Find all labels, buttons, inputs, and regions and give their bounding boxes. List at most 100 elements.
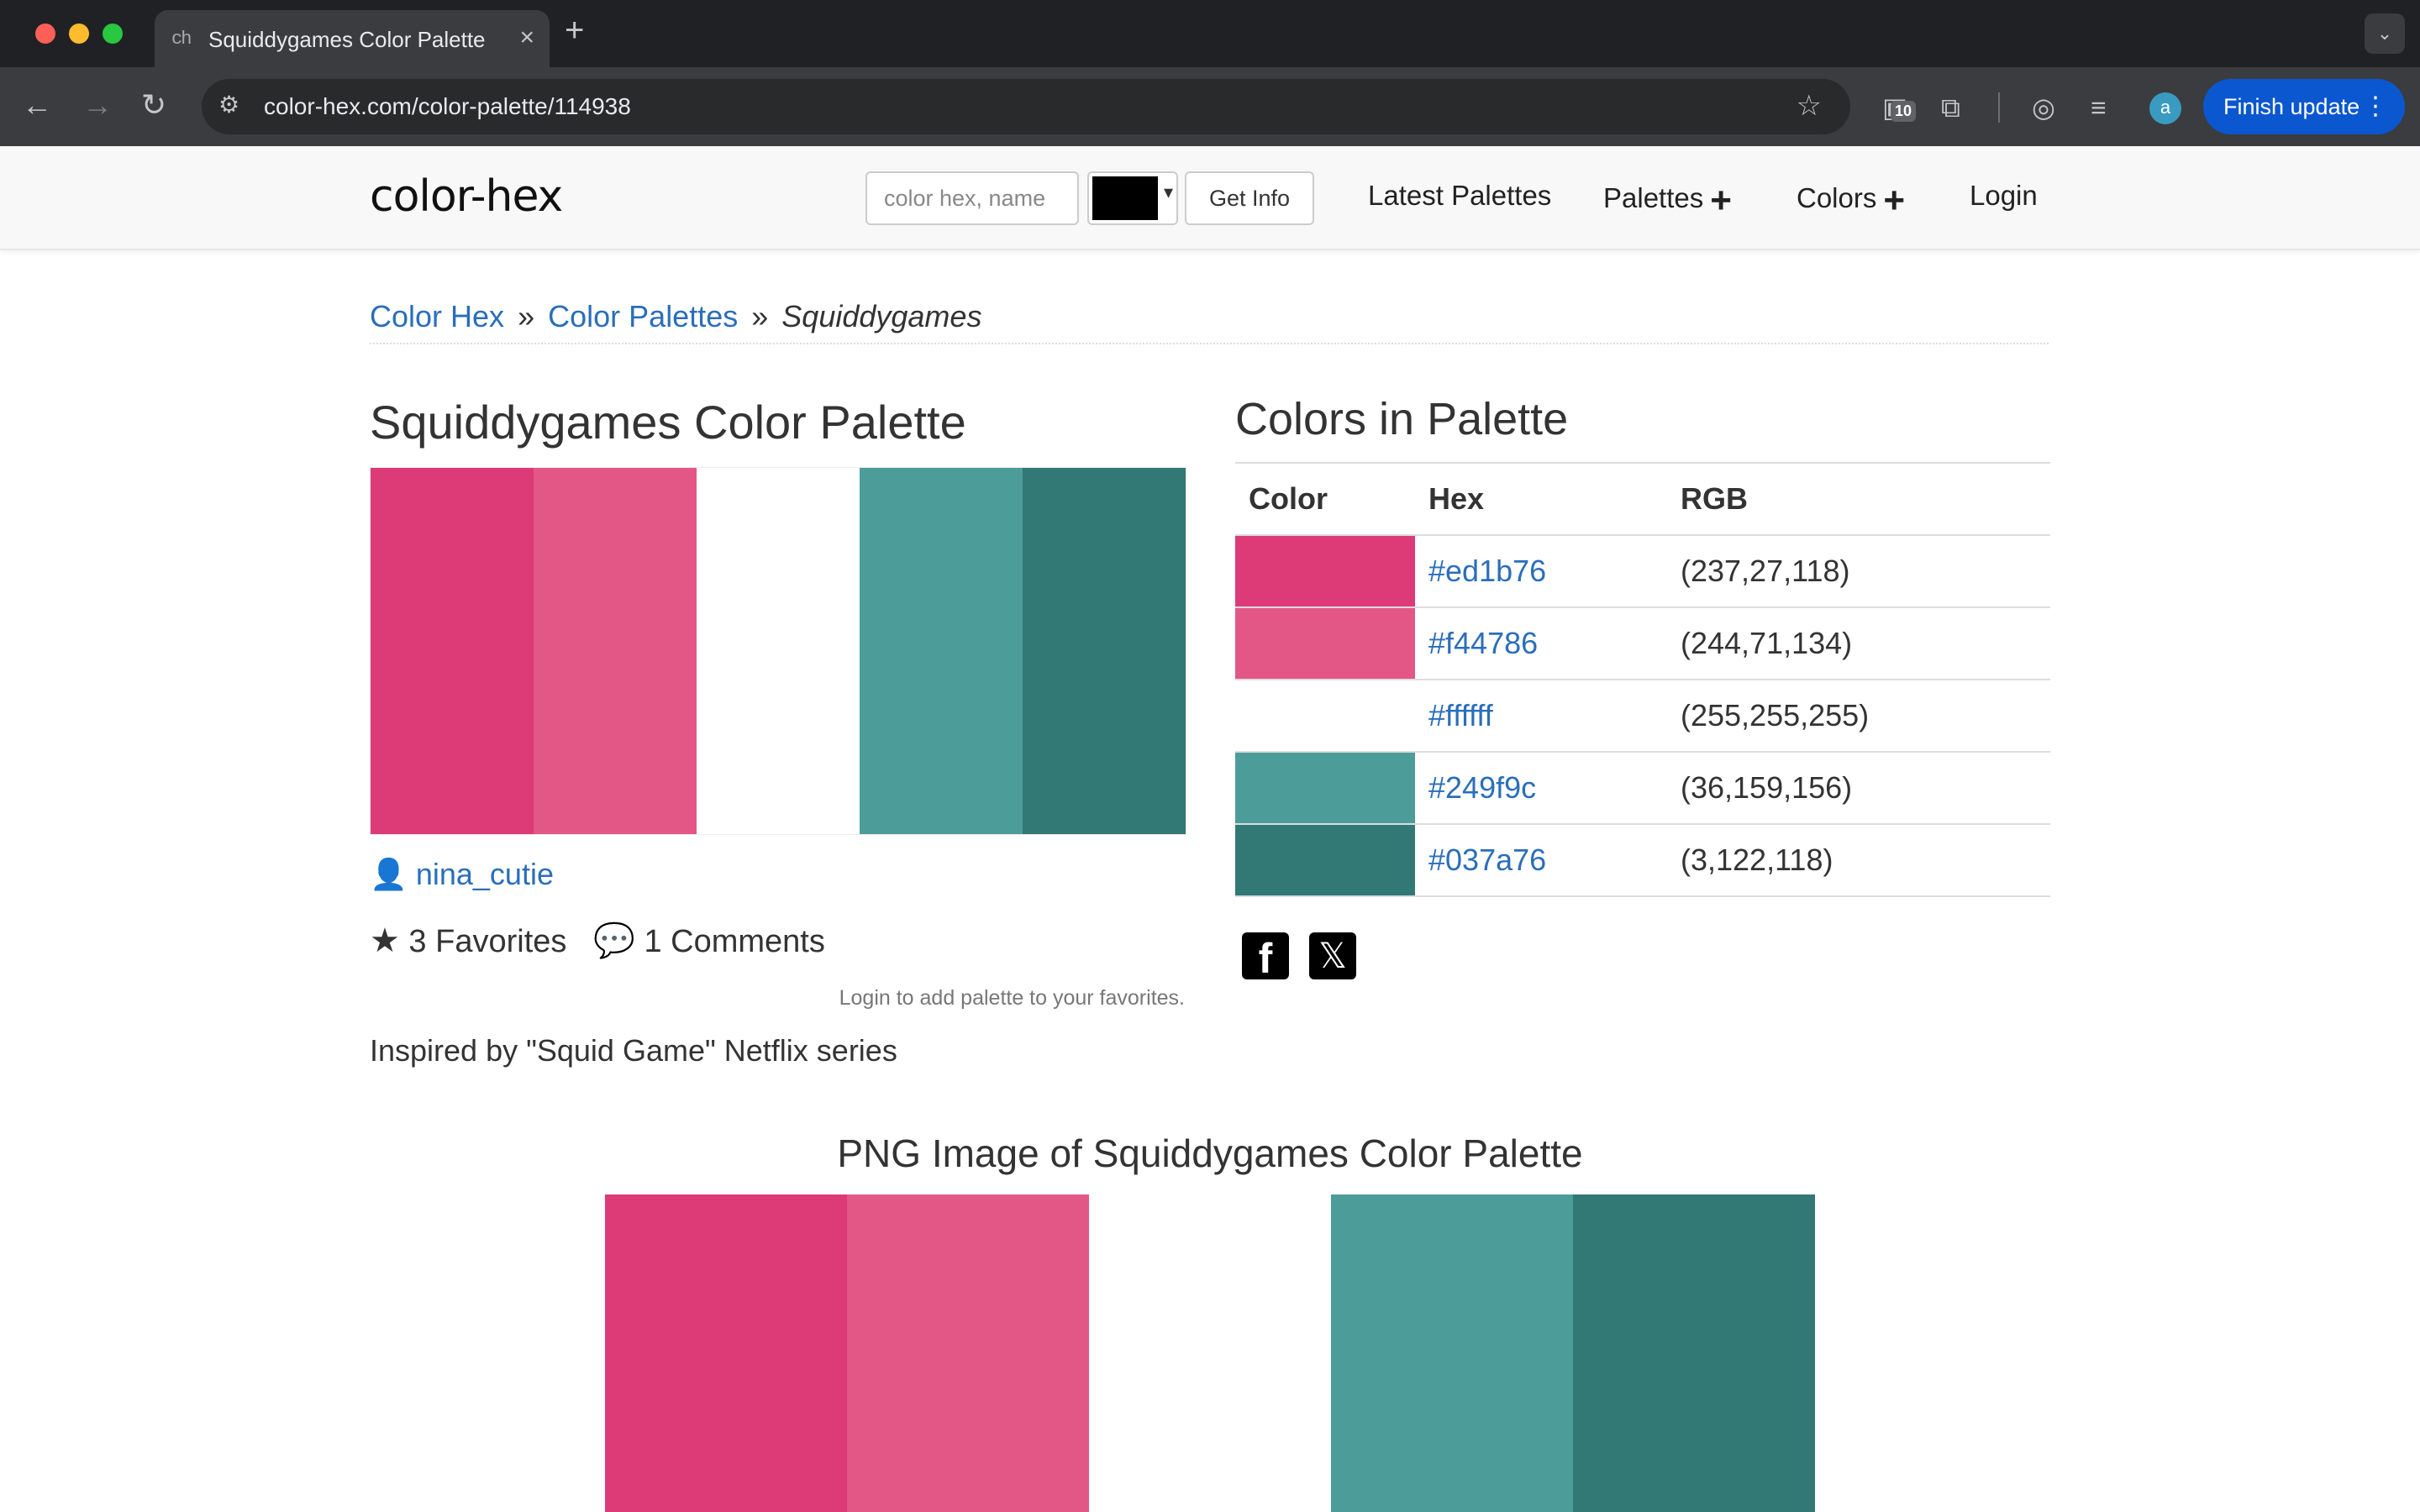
breadcrumb-home[interactable]: Color Hex (370, 299, 505, 333)
table-row: #ed1b76 (237,27,118) (1235, 535, 2050, 608)
back-arrow-icon[interactable]: ← (22, 87, 52, 122)
table-row: #249f9c (36,159,156) (1235, 752, 2050, 825)
column-header-hex: Hex (1415, 462, 1667, 536)
png-image-heading: PNG Image of Squiddygames Color Palette (837, 1131, 1583, 1175)
tab-list-icon[interactable]: ⌄ (2365, 13, 2405, 54)
browser-tab[interactable]: ch Squiddygames Color Palette × (155, 10, 550, 67)
color-swatch-cell (1235, 824, 1415, 897)
finish-update-label: Finish update (2223, 94, 2360, 119)
table-row: #037a76 (3,122,118) (1235, 824, 2050, 897)
color-swatch (1235, 680, 1415, 751)
reload-icon[interactable]: ↻ (141, 87, 167, 122)
hex-link[interactable]: #037a76 (1428, 843, 1547, 877)
color-swatch-cell (1235, 535, 1415, 608)
palette-swatch (860, 468, 1023, 834)
star-icon: ★ (370, 922, 400, 959)
site-logo[interactable]: color-hex (370, 171, 563, 222)
color-swatch-cell (1235, 752, 1415, 825)
column-header-rgb: RGB (1667, 462, 2050, 536)
bookmark-star-icon[interactable]: ☆ (1796, 90, 1822, 122)
x-share-icon[interactable]: 𝕏 (1309, 932, 1356, 979)
png-swatch (605, 1194, 847, 1512)
breadcrumb-current: Squiddygames (781, 299, 982, 333)
new-tab-icon[interactable]: + (565, 12, 585, 49)
get-info-button[interactable]: Get Info (1185, 171, 1314, 225)
hex-link[interactable]: #ed1b76 (1428, 554, 1547, 588)
plus-icon: + (1710, 180, 1732, 221)
toolbar-divider (1998, 92, 2000, 123)
palette-swatch (534, 468, 697, 834)
tab-title: Squiddygames Color Palette (208, 27, 486, 52)
rgb-value: (244,71,134) (1667, 607, 2050, 680)
rgb-value: (36,159,156) (1667, 752, 2050, 825)
site-info-icon[interactable]: ⚙ (218, 92, 240, 118)
palette-swatch (371, 468, 534, 834)
palette-stats: ★ 3 Favorites 💬 1 Comments (370, 921, 825, 960)
breadcrumb: Color Hex » Color Palettes » Squiddygame… (370, 299, 2049, 344)
palette-swatch (697, 468, 860, 834)
favicon-icon: ch (171, 29, 192, 50)
user-icon: 👤 (370, 857, 408, 891)
palette-description: Inspired by "Squid Game" Netflix series (370, 1033, 897, 1068)
breadcrumb-palettes[interactable]: Color Palettes (548, 299, 739, 333)
url-text[interactable]: color-hex.com/color-palette/114938 (264, 93, 631, 119)
site-header: color-hex ▾ Get Info Latest Palettes Pal… (0, 146, 2420, 250)
color-search-input[interactable] (865, 171, 1079, 225)
rgb-value: (237,27,118) (1667, 535, 2050, 608)
performance-icon[interactable]: ◎ (2032, 92, 2055, 123)
colors-in-palette-heading: Colors in Palette (1235, 394, 1569, 444)
palette-swatch (1023, 468, 1186, 834)
png-swatch (1331, 1194, 1573, 1512)
rgb-value: (255,255,255) (1667, 680, 2050, 753)
browser-tab-strip: ch Squiddygames Color Palette × + ⌄ (0, 0, 2420, 67)
address-bar[interactable]: ⚙ color-hex.com/color-palette/114938 ☆ (202, 79, 1850, 134)
nav-colors[interactable]: Colors + (1797, 180, 1905, 222)
media-controls-icon[interactable]: ≡ (2091, 92, 2107, 123)
nav-latest-palettes[interactable]: Latest Palettes (1368, 180, 1552, 211)
extension-badge-count: 10 (1891, 101, 1917, 122)
nav-palettes[interactable]: Palettes + (1603, 180, 1732, 222)
breadcrumb-separator: » (751, 299, 769, 333)
png-swatch (1089, 1194, 1331, 1512)
favorites-count: 3 Favorites (408, 924, 567, 959)
dropdown-arrow-icon: ▾ (1163, 181, 1173, 202)
plus-icon: + (1883, 180, 1906, 221)
color-picker[interactable]: ▾ (1087, 171, 1178, 225)
hex-link[interactable]: #f44786 (1428, 626, 1539, 660)
browser-toolbar: ← → ↻ ⚙ color-hex.com/color-palette/1149… (0, 67, 2420, 146)
nav-palettes-label: Palettes (1603, 182, 1704, 213)
color-picker-swatch (1092, 176, 1158, 220)
column-header-color: Color (1235, 462, 1415, 536)
hex-link[interactable]: #ffffff (1428, 698, 1493, 732)
author-name[interactable]: nina_cutie (415, 857, 554, 891)
close-window-button[interactable] (35, 24, 55, 44)
table-row: #ffffff (255,255,255) (1235, 680, 2050, 753)
color-swatch (1235, 608, 1415, 679)
page-title: Squiddygames Color Palette (370, 396, 966, 449)
profile-avatar[interactable]: a (2149, 92, 2181, 124)
png-swatch (847, 1194, 1089, 1512)
color-swatch-cell (1235, 607, 1415, 680)
table-header-row: Color Hex RGB (1235, 462, 2050, 536)
nav-login[interactable]: Login (1970, 180, 2038, 211)
facebook-share-icon[interactable]: f (1242, 932, 1289, 982)
more-menu-icon[interactable]: ⋮ (2363, 92, 2388, 120)
color-swatch (1235, 825, 1415, 895)
comments-count[interactable]: 1 Comments (644, 924, 825, 959)
color-swatch-cell (1235, 680, 1415, 753)
maximize-window-button[interactable] (103, 24, 123, 44)
png-swatch (1573, 1194, 1815, 1512)
palette-author[interactable]: 👤 nina_cutie (370, 857, 554, 892)
hex-link[interactable]: #249f9c (1428, 770, 1537, 805)
minimize-window-button[interactable] (69, 24, 89, 44)
color-swatch (1235, 536, 1415, 606)
colors-table: Color Hex RGB #ed1b76 (237,27,118) #f447… (1235, 462, 2050, 897)
extensions-puzzle-icon[interactable]: ⧉ (1941, 92, 1960, 123)
login-note: Login to add palette to your favorites. (839, 986, 1185, 1010)
rgb-value: (3,122,118) (1667, 824, 2050, 897)
nav-colors-label: Colors (1797, 182, 1877, 213)
forward-arrow-icon[interactable]: → (82, 87, 113, 122)
finish-update-button[interactable]: Finish update ⋮ (2203, 79, 2405, 134)
breadcrumb-separator: » (518, 299, 535, 333)
close-tab-icon[interactable]: × (519, 24, 534, 51)
